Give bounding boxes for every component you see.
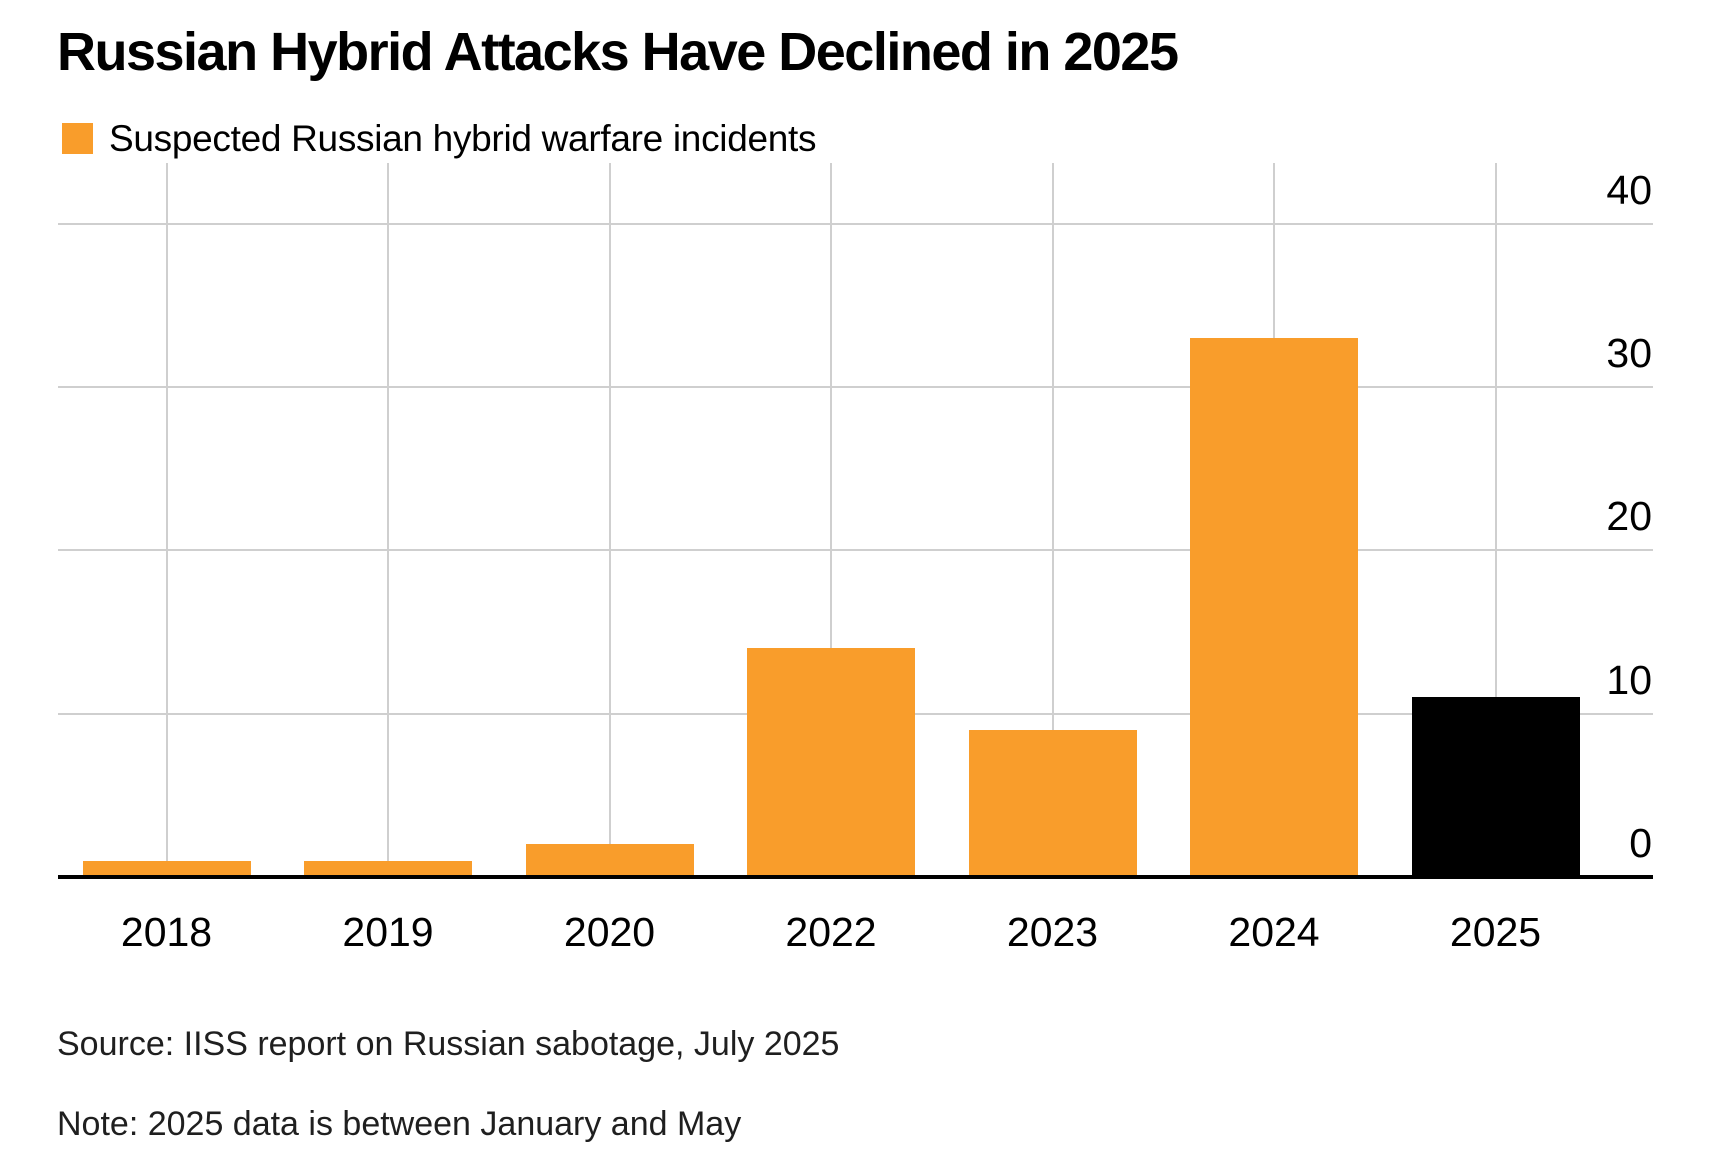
y-gridline-40 bbox=[58, 222, 1653, 225]
v-gridline-2023 bbox=[1051, 163, 1054, 877]
legend: Suspected Russian hybrid warfare inciden… bbox=[62, 118, 817, 159]
chart-title: Russian Hybrid Attacks Have Declined in … bbox=[57, 22, 1179, 82]
bar-2023 bbox=[968, 730, 1137, 877]
x-axis-line bbox=[58, 875, 1653, 879]
x-tick-label-2022: 2022 bbox=[785, 909, 877, 955]
y-gridline-20 bbox=[58, 549, 1653, 552]
legend-swatch-icon bbox=[62, 123, 93, 154]
v-gridline-2025 bbox=[1494, 163, 1497, 877]
x-tick-label-2020: 2020 bbox=[563, 909, 656, 955]
bar-2018 bbox=[82, 861, 251, 877]
x-tick-label-2019: 2019 bbox=[342, 909, 434, 955]
x-tick-label-2024: 2024 bbox=[1228, 909, 1320, 955]
v-gridline-2018 bbox=[165, 163, 168, 877]
y-tick-label-10: 10 bbox=[1606, 656, 1652, 703]
y-tick-label-0: 0 bbox=[1629, 820, 1652, 866]
legend-label: Suspected Russian hybrid warfare inciden… bbox=[109, 118, 817, 159]
note-text: Note: 2025 data is between January and M… bbox=[57, 1105, 742, 1143]
source-text: Source: IISS report on Russian sabotage,… bbox=[57, 1025, 840, 1063]
y-gridline-30 bbox=[58, 386, 1653, 389]
y-tick-label-20: 20 bbox=[1606, 493, 1652, 540]
plot-area: 0 10 20 30 40 2018 2019 2020 2022 2023 2024 2025 bbox=[58, 163, 1653, 953]
v-gridline-2022 bbox=[830, 163, 832, 877]
x-tick-label-2018: 2018 bbox=[120, 909, 213, 955]
bar-2022 bbox=[747, 648, 915, 877]
y-tick-label-30: 30 bbox=[1606, 330, 1652, 377]
bar-2024 bbox=[1190, 338, 1358, 877]
bar-2025 bbox=[1411, 697, 1580, 877]
bar-2020 bbox=[525, 844, 694, 877]
bar-2019 bbox=[304, 861, 472, 877]
y-tick-label-40: 40 bbox=[1606, 166, 1652, 213]
x-tick-label-2023: 2023 bbox=[1006, 909, 1099, 955]
v-gridline-2019 bbox=[387, 163, 389, 877]
x-tick-label-2025: 2025 bbox=[1449, 909, 1542, 955]
v-gridline-2020 bbox=[608, 163, 611, 877]
